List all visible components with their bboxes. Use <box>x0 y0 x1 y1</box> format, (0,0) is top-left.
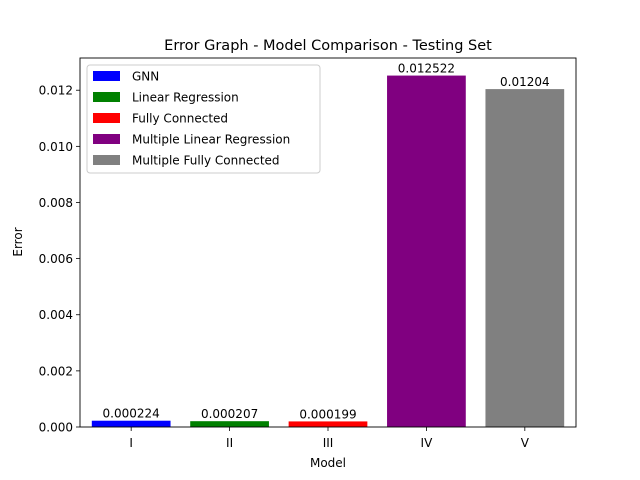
y-tick-label-1: 0.000 <box>39 421 73 435</box>
legend-swatch-1 <box>93 71 120 81</box>
y-tick-label-4: 0.006 <box>39 252 73 266</box>
x-axis: I II III IV V <box>129 427 530 450</box>
y-tick-label-2: 0.002 <box>39 364 73 378</box>
chart-title: Error Graph - Model Comparison - Testing… <box>164 38 492 54</box>
legend-label-1: GNN <box>132 70 159 84</box>
x-tick-label-2: II <box>226 436 233 450</box>
y-axis: 0.000 0.002 0.004 0.006 0.008 0.010 0.012 <box>39 84 80 435</box>
bars-group <box>91 75 565 427</box>
bar-value-label-2: 0.000207 <box>201 407 258 421</box>
x-axis-label: Model <box>310 456 346 470</box>
bar-value-label-5: 0.01204 <box>500 75 550 89</box>
y-tick-label-6: 0.010 <box>39 140 73 154</box>
legend-swatch-5 <box>93 155 120 165</box>
legend-swatch-3 <box>93 113 120 123</box>
bar-value-label-1: 0.000224 <box>103 407 160 421</box>
value-labels-group: 0.000224 0.000207 0.000199 0.012522 0.01204 <box>103 62 550 422</box>
x-tick-label-5: V <box>521 436 530 450</box>
legend-label-3: Fully Connected <box>132 112 228 126</box>
legend-label-2: Linear Regression <box>132 91 239 105</box>
x-tick-label-1: I <box>129 436 133 450</box>
y-tick-label-3: 0.004 <box>39 308 73 322</box>
y-tick-label-7: 0.012 <box>39 84 73 98</box>
bar-2 <box>190 421 269 427</box>
bar-4 <box>387 75 466 427</box>
legend: GNN Linear Regression Fully Connected Multi… <box>86 64 321 174</box>
legend-label-4: Multiple Linear Regression <box>132 133 290 147</box>
legend-label-5: Multiple Fully Connected <box>132 154 280 168</box>
plot-frame <box>79 57 577 428</box>
y-axis-label: Error <box>11 227 25 256</box>
legend-swatch-4 <box>93 134 120 144</box>
legend-swatch-2 <box>93 92 120 102</box>
x-tick-label-4: IV <box>421 436 434 450</box>
bar-value-label-3: 0.000199 <box>299 407 356 421</box>
bar-3 <box>288 421 368 427</box>
bar-value-label-4: 0.012522 <box>398 62 455 76</box>
bar-1 <box>91 420 171 427</box>
x-tick-label-3: III <box>323 436 334 450</box>
legend-box <box>86 64 321 174</box>
bar-5 <box>485 89 565 427</box>
y-tick-label-5: 0.008 <box>39 196 73 210</box>
